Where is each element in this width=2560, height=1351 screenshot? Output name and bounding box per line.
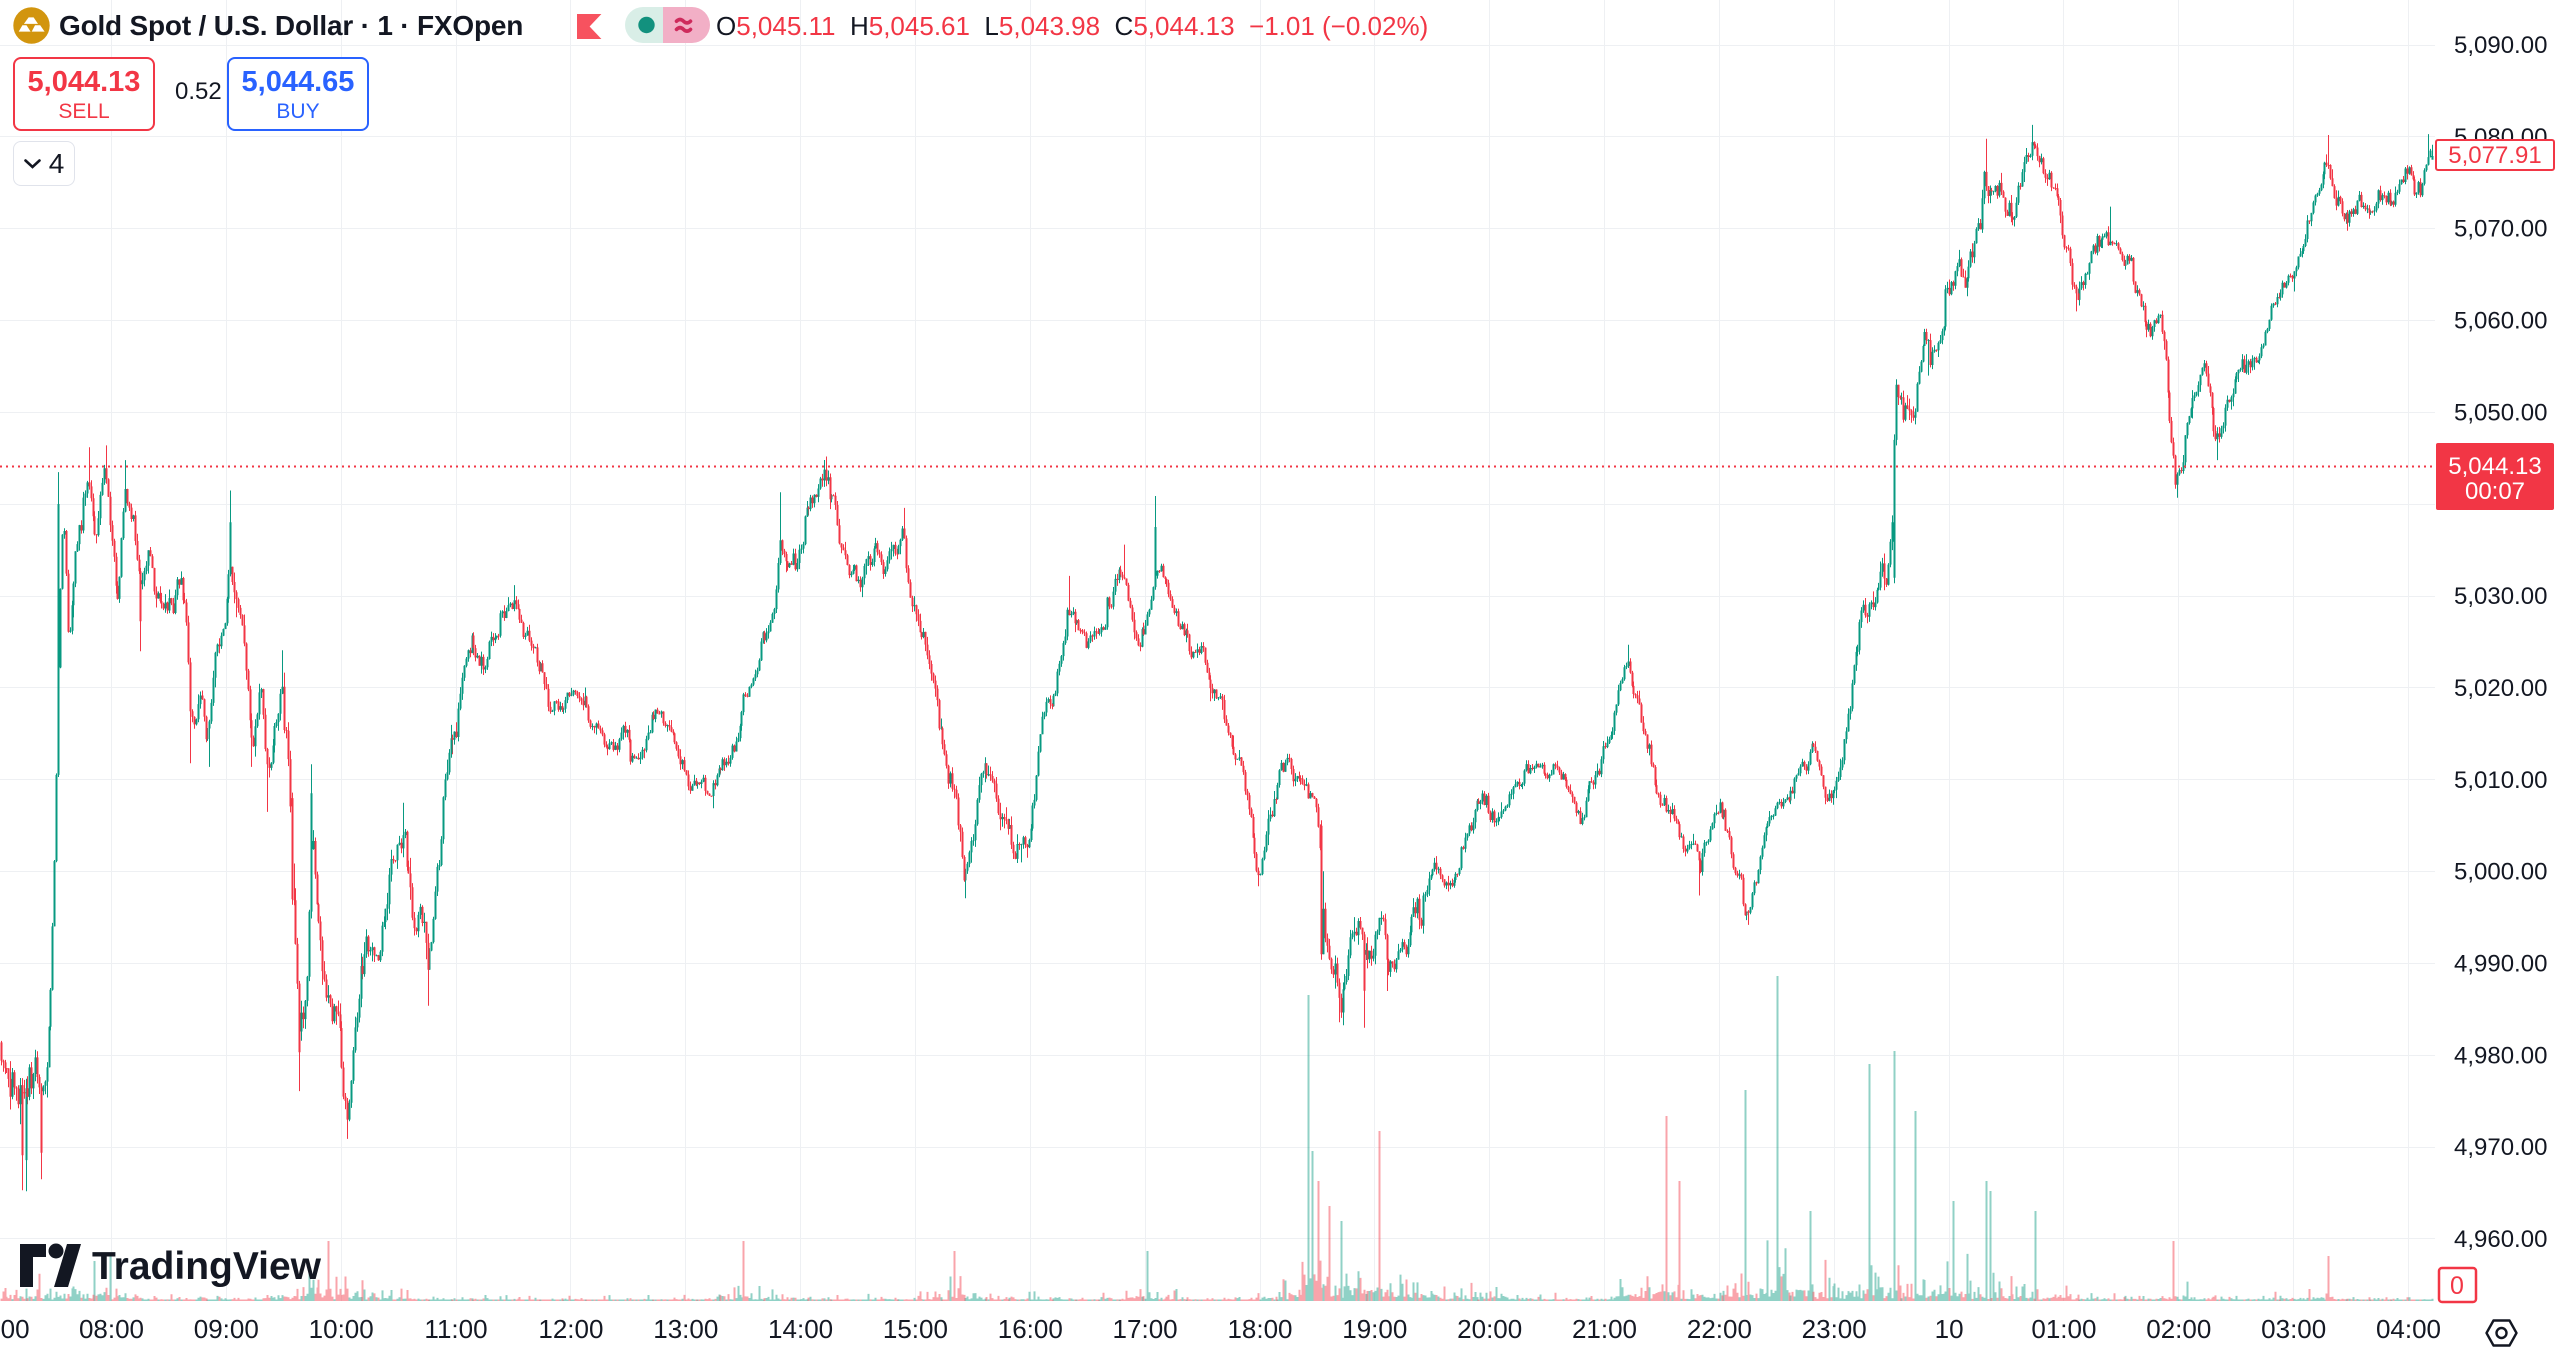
- svg-text:5,030.00: 5,030.00: [2454, 583, 2547, 610]
- svg-text:17:00: 17:00: [1113, 1314, 1178, 1344]
- svg-text:4,980.00: 4,980.00: [2454, 1042, 2547, 1069]
- svg-text:20:00: 20:00: [1457, 1314, 1522, 1344]
- svg-text:10:00: 10:00: [309, 1314, 374, 1344]
- svg-text:15:00: 15:00: [883, 1314, 948, 1344]
- svg-text:18:00: 18:00: [1227, 1314, 1292, 1344]
- svg-text:16:00: 16:00: [998, 1314, 1063, 1344]
- svg-text:22:00: 22:00: [1687, 1314, 1752, 1344]
- svg-text:04:00: 04:00: [2376, 1314, 2441, 1344]
- svg-text:19:00: 19:00: [1342, 1314, 1407, 1344]
- svg-text:07:00: 07:00: [0, 1314, 30, 1344]
- svg-text:4,990.00: 4,990.00: [2454, 951, 2547, 978]
- svg-text:12:00: 12:00: [538, 1314, 603, 1344]
- svg-text:TradingView: TradingView: [92, 1245, 322, 1288]
- svg-text:01:00: 01:00: [2031, 1314, 2096, 1344]
- svg-text:14:00: 14:00: [768, 1314, 833, 1344]
- svg-text:5,020.00: 5,020.00: [2454, 675, 2547, 702]
- svg-text:5,090.00: 5,090.00: [2454, 32, 2547, 59]
- svg-text:5,044.13: 5,044.13: [2448, 453, 2541, 480]
- svg-text:4,970.00: 4,970.00: [2454, 1134, 2547, 1161]
- svg-text:5,000.00: 5,000.00: [2454, 859, 2547, 886]
- svg-text:5,010.00: 5,010.00: [2454, 767, 2547, 794]
- svg-text:00:07: 00:07: [2465, 478, 2525, 505]
- svg-text:11:00: 11:00: [424, 1314, 487, 1344]
- svg-text:23:00: 23:00: [1802, 1314, 1867, 1344]
- svg-text:09:00: 09:00: [194, 1314, 259, 1344]
- svg-text:13:00: 13:00: [653, 1314, 718, 1344]
- svg-text:5,070.00: 5,070.00: [2454, 216, 2547, 243]
- svg-text:5,060.00: 5,060.00: [2454, 308, 2547, 335]
- svg-text:08:00: 08:00: [79, 1314, 144, 1344]
- svg-text:0: 0: [2450, 1272, 2464, 1300]
- svg-text:21:00: 21:00: [1572, 1314, 1637, 1344]
- svg-text:5,050.00: 5,050.00: [2454, 399, 2547, 426]
- svg-text:03:00: 03:00: [2261, 1314, 2326, 1344]
- svg-text:5,077.91: 5,077.91: [2448, 142, 2541, 169]
- svg-text:4,960.00: 4,960.00: [2454, 1226, 2547, 1253]
- svg-text:10: 10: [1935, 1314, 1964, 1344]
- svg-text:02:00: 02:00: [2146, 1314, 2211, 1344]
